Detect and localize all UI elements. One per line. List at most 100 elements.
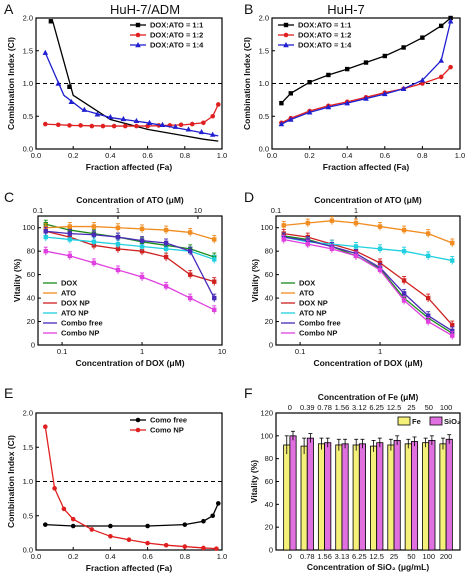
panel-e-legend-marker bbox=[135, 427, 141, 433]
panel-b-series-2-point bbox=[419, 77, 426, 83]
panel-c-x2-tick-label: 10 bbox=[194, 206, 202, 215]
panel-f-bar-0 bbox=[439, 443, 447, 551]
panel-f-x2-tick-label: 100 bbox=[440, 403, 453, 412]
panel-a-series-2-point bbox=[107, 113, 114, 120]
panel-c-series-1-point bbox=[91, 224, 97, 229]
panel-b-chart: 0.0 0.2 0.4 0.6 0.8 1.0 0.0 0.5 1.0 1.5 2.0 Fractio… bbox=[242, 14, 465, 173]
panel-a-series-2-point bbox=[198, 128, 205, 135]
panel-b-series-0-point bbox=[448, 15, 453, 21]
panel-a-series-0-line bbox=[52, 21, 219, 142]
panel-f-bar-0 bbox=[370, 445, 378, 551]
panel-d-series-5-line bbox=[283, 238, 453, 337]
panel-c-series-4-point bbox=[115, 234, 121, 240]
panel-e-series-1-point bbox=[108, 534, 113, 539]
panel-f-y-tick-label: 40 bbox=[265, 500, 273, 509]
panel-e-series-0-point bbox=[215, 501, 221, 506]
panel-a-series-0-point bbox=[67, 84, 72, 89]
panel-f-bar-0 bbox=[422, 442, 430, 551]
panel-c-plot-frame bbox=[37, 215, 223, 346]
panel-c-x2-tick-label: 0.1 bbox=[33, 206, 43, 215]
panel-a-y-tick-label: 0.5 bbox=[23, 112, 33, 121]
panel-b-series-1-point bbox=[438, 74, 444, 80]
panel-a-series-1-point bbox=[201, 120, 206, 126]
panel-a-series-1-point bbox=[210, 113, 215, 119]
panel-e-series-0-point bbox=[108, 523, 113, 529]
panel-e-series-1-point bbox=[70, 516, 76, 522]
panel-c-series-5-point bbox=[91, 260, 97, 266]
panel-a-series-1-point bbox=[78, 123, 83, 128]
panel-e-legend-marker bbox=[135, 417, 141, 423]
panel-f-bar-0 bbox=[335, 444, 343, 551]
panel-e-series-0-point bbox=[70, 523, 76, 529]
panel-e-series-1-point bbox=[61, 506, 67, 512]
panel-letter-a: A bbox=[4, 1, 14, 17]
panel-f-bar-1 bbox=[393, 439, 401, 551]
panel-e-series-0-point bbox=[210, 513, 215, 519]
panel-f-bar-0 bbox=[352, 444, 360, 551]
panel-d-series-4-line bbox=[283, 236, 453, 332]
panel-f-bar-1 bbox=[306, 437, 314, 551]
panel-f-x-tick-label: 6.25 bbox=[352, 552, 367, 561]
panel-c-series-1-point bbox=[163, 227, 169, 233]
panel-f-y-tick-label: 80 bbox=[265, 454, 273, 463]
panel-d-series-5-point bbox=[281, 237, 286, 242]
panel-d-series-3-point bbox=[377, 246, 383, 252]
panel-c-series-5-point bbox=[67, 253, 73, 259]
panel-b-y-tick-label: 1.5 bbox=[259, 46, 269, 55]
panel-b-series-2-point bbox=[306, 109, 313, 115]
panel-f-y-tick-label: 20 bbox=[265, 523, 273, 532]
panel-e-chart: 0.0 0.2 0.4 0.6 0.8 1.0 0.0 0.5 1.0 1.5 2.0 Fractio… bbox=[6, 409, 227, 574]
panel-f-x-tick-label: 50 bbox=[407, 552, 415, 561]
panel-f-x-tick-label: 200 bbox=[440, 552, 453, 561]
panel-c-series-4-point bbox=[67, 231, 73, 236]
panel-b-x-tick-label: 0.4 bbox=[342, 151, 352, 160]
panel-c-x2-tick-label: 1 bbox=[116, 206, 120, 215]
panel-a-series-2-point bbox=[185, 126, 192, 132]
panel-a-x-tick-label: 0.2 bbox=[68, 151, 78, 160]
panel-d-series-3-point bbox=[450, 258, 455, 263]
panel-f-y-axis-label: Vitality (%) bbox=[249, 460, 259, 503]
panel-d-series-5-point bbox=[401, 298, 407, 303]
panel-b-series-0-point bbox=[279, 100, 284, 106]
panel-c-series-2-point bbox=[139, 248, 145, 254]
panel-f-x2-tick-label: 0.39 bbox=[300, 403, 315, 412]
panel-a-legend-label: DOX:ATO = 1:2 bbox=[150, 31, 203, 40]
panel-f-bar-0 bbox=[387, 444, 395, 551]
panel-c-series-2-point bbox=[115, 246, 121, 252]
panel-b-legend-label: DOX:ATO = 1:1 bbox=[298, 21, 351, 30]
panel-letter-d: D bbox=[244, 189, 254, 205]
panel-b-series-2-point bbox=[438, 57, 444, 63]
panel-b-series-0-point bbox=[420, 35, 425, 40]
panel-d-legend-label: ATO bbox=[299, 289, 314, 298]
panel-b-x-tick-label: 0.8 bbox=[417, 151, 427, 160]
panel-b-series-2-point bbox=[382, 90, 388, 97]
panel-e-series-1-point bbox=[163, 542, 169, 548]
panel-d-y-tick-label: 60 bbox=[265, 270, 273, 279]
panel-c-series-5-point bbox=[187, 295, 193, 301]
panel-e-series-1-point bbox=[214, 546, 219, 551]
panel-d-series-5-point bbox=[377, 267, 383, 273]
panel-f-bar-1 bbox=[445, 438, 453, 551]
panel-b-legend-label: DOX:ATO = 1:2 bbox=[298, 31, 351, 40]
panel-b-series-2-point bbox=[278, 121, 285, 127]
panel-f-bar-0 bbox=[404, 443, 412, 551]
panel-d-x-tick-label: 1 bbox=[378, 347, 382, 356]
panel-d-series-1-point bbox=[281, 223, 286, 228]
panel-d-series-5-point bbox=[353, 253, 359, 259]
panel-d-x2-axis-label: Concentration of ATO (μM) bbox=[314, 195, 422, 205]
panel-b-series-0-point bbox=[345, 66, 350, 72]
panel-d-series-1-point bbox=[401, 227, 407, 233]
panel-c-series-1-point bbox=[187, 230, 193, 235]
panel-d-legend-label: DOX bbox=[299, 279, 315, 288]
panel-c-x-tick-label: 1 bbox=[140, 347, 144, 356]
panel-a-series-2-point bbox=[120, 115, 127, 122]
panel-b-legend-marker bbox=[283, 32, 289, 38]
panel-c-x-tick-label: 10 bbox=[218, 347, 226, 356]
panel-d-series-2-point bbox=[425, 295, 431, 301]
panel-e-series-1-point bbox=[182, 544, 188, 549]
panel-b-series-0-point bbox=[382, 53, 387, 59]
panel-c-legend-label: Combo free bbox=[61, 319, 103, 328]
panel-d-plot-frame bbox=[275, 215, 461, 346]
panel-d-series-2-point bbox=[401, 278, 407, 283]
